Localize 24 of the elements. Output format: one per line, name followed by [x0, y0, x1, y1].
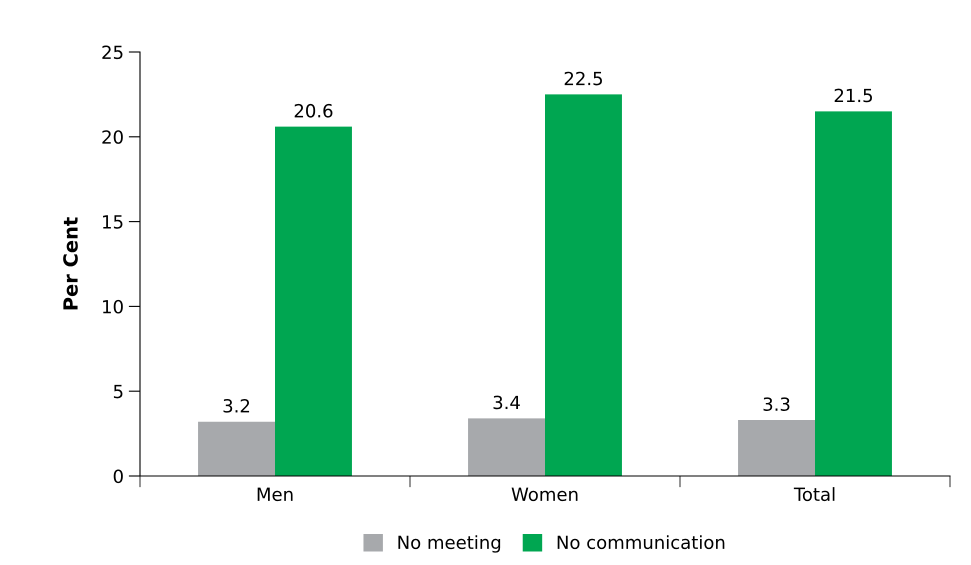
- y-tick-label: 10: [103, 300, 123, 314]
- legend-label: No meeting: [398, 535, 500, 553]
- bar: [275, 126, 352, 476]
- data-label: 22.5: [564, 72, 602, 86]
- data-label: 21.5: [834, 88, 872, 102]
- x-tick-label: Women: [512, 488, 578, 502]
- y-tick-label: 20: [102, 130, 123, 144]
- bar: [815, 111, 892, 476]
- data-label: 3.4: [494, 396, 520, 410]
- legend-label: No communication: [558, 535, 724, 550]
- bar: [545, 94, 622, 476]
- bar: [198, 422, 275, 476]
- y-tick-label: 0: [114, 469, 123, 484]
- y-axis-title: Per Cent: [63, 217, 78, 310]
- y-tick-label: 25: [102, 45, 122, 60]
- data-label: 3.2: [224, 399, 250, 413]
- y-tick-label: 5: [114, 384, 122, 398]
- x-tick-label: Men: [258, 488, 293, 502]
- bar: [468, 418, 545, 476]
- x-tick-label: Total: [794, 487, 834, 502]
- y-tick-label: 15: [103, 215, 122, 229]
- bar: [738, 420, 815, 476]
- data-label: 3.3: [764, 397, 790, 411]
- data-label: 20.6: [294, 104, 332, 118]
